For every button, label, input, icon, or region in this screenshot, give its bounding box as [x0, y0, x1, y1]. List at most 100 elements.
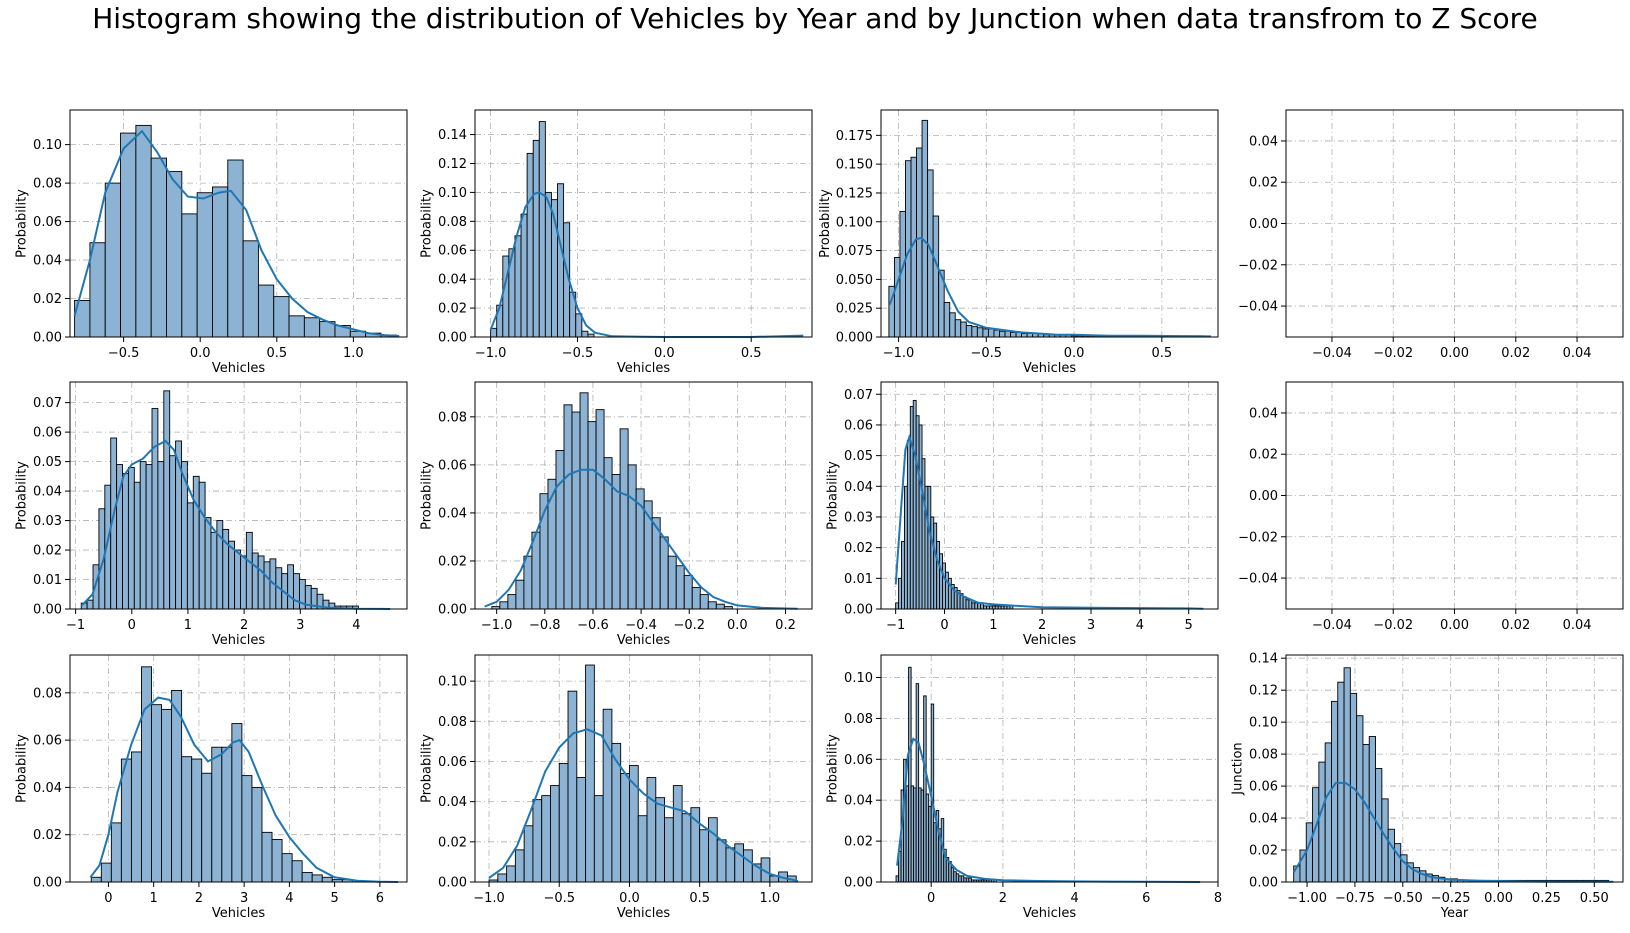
x-tick-label: 2: [999, 891, 1007, 906]
histogram-bar: [960, 321, 967, 338]
x-tick-label: −0.25: [1431, 891, 1471, 906]
x-tick-label: 0.2: [775, 618, 796, 633]
x-axis-label: Vehicles: [212, 633, 265, 648]
histogram-bar: [227, 159, 244, 338]
histogram-bar: [514, 235, 522, 338]
x-tick-label: −0.5: [543, 891, 575, 906]
y-tick-label: 0.02: [1249, 448, 1278, 463]
histogram-bar: [161, 708, 173, 883]
histogram-bar: [602, 708, 613, 883]
histogram-bar: [550, 785, 560, 883]
y-tick-label: 0.03: [33, 514, 62, 529]
histogram-bar: [611, 474, 621, 610]
x-tick-label: −0.5: [108, 346, 140, 361]
histogram-bar: [675, 565, 685, 610]
x-tick-label: 1.0: [760, 891, 781, 906]
y-tick-label: 0.075: [836, 244, 873, 259]
y-tick-label: 0.01: [33, 573, 62, 588]
histogram-bar: [716, 839, 727, 883]
histogram-bar: [538, 121, 546, 338]
subplot-8: −0.04 −0.02 0.00 0.02 0.04 −0.04 −0.02 0.00 0.02…: [1238, 381, 1624, 633]
histogram-bar: [547, 478, 557, 610]
histogram-bar: [273, 296, 290, 338]
histogram-bar: [949, 312, 956, 338]
x-tick-label: −0.5: [971, 346, 1003, 361]
histogram-bar: [186, 502, 194, 610]
histogram-bar: [133, 481, 141, 610]
y-tick-label: 0.00: [33, 603, 62, 618]
histogram-bar: [166, 171, 183, 338]
x-tick-label: 0.00: [1440, 346, 1469, 361]
x-tick-label: −1: [66, 618, 85, 633]
y-tick-label: 0.10: [1249, 716, 1278, 731]
y-axis-label: Probability: [420, 461, 435, 530]
y-tick-label: 0.04: [1249, 134, 1278, 149]
histogram-bar: [303, 317, 321, 338]
histogram-bar: [139, 461, 147, 610]
histogram-bar: [532, 139, 540, 338]
x-tick-label: 2: [240, 618, 248, 633]
histogram-bar: [655, 797, 666, 883]
x-tick-label: −0.02: [1373, 618, 1413, 633]
histogram-bar: [271, 838, 283, 883]
y-tick-label: 0.12: [438, 157, 467, 172]
x-axis-label: Year: [1440, 906, 1469, 921]
x-tick-label: −1.0: [473, 891, 505, 906]
histogram-bar: [646, 777, 657, 883]
y-axis-label: Probability: [818, 189, 833, 258]
y-tick-label: 0.08: [438, 715, 467, 730]
histogram-bar: [120, 132, 137, 338]
x-tick-label: 0.5: [689, 891, 710, 906]
histogram-bar: [965, 325, 973, 338]
histogram-bar: [725, 847, 736, 883]
histogram-bar: [151, 704, 163, 883]
kde-line: [896, 737, 1201, 883]
subplot-6: −1.0 −0.8 −0.6 −0.4 −0.2 0.0 0.2 0.00 0.02 0.04 0.…: [420, 381, 813, 648]
y-tick-label: −0.02: [1238, 258, 1278, 273]
histogram-bar: [664, 817, 674, 883]
histogram-bar: [971, 326, 978, 338]
y-tick-label: 0.10: [33, 138, 62, 153]
histogram-bar: [672, 785, 683, 883]
x-tick-label: 2: [195, 891, 203, 906]
x-tick-label: 0.5: [1151, 346, 1172, 361]
y-tick-label: 0.04: [438, 506, 467, 521]
y-tick-label: 0.04: [844, 480, 873, 495]
histogram-bar: [1362, 744, 1370, 883]
subplot-10: −1.0 −0.5 0.0 0.5 1.0 0.00 0.02 0.04 0.06 0.08 0.1…: [420, 654, 813, 921]
histogram-bar: [163, 390, 171, 610]
histogram-bar: [151, 408, 159, 610]
histogram-bar: [228, 540, 236, 610]
y-tick-label: 0.00: [844, 603, 873, 618]
y-axis-label: Probability: [826, 461, 841, 530]
y-tick-label: 0.050: [836, 273, 873, 288]
histogram-bar: [683, 574, 693, 610]
histogram-bar: [201, 772, 213, 883]
histogram-bar: [120, 758, 132, 883]
histogram-bar: [999, 330, 1006, 338]
histogram-bar: [141, 666, 152, 883]
y-tick-label: 0.00: [33, 876, 62, 891]
histogram-bar: [576, 777, 587, 883]
x-tick-label: −0.4: [625, 618, 657, 633]
histogram-bar: [943, 301, 951, 338]
histogram-bar: [593, 795, 604, 883]
x-tick-label: 4: [352, 618, 360, 633]
histogram-bar: [1343, 667, 1351, 883]
y-tick-label: 0.02: [1249, 844, 1278, 859]
kde-line: [1292, 781, 1614, 883]
y-tick-label: 0.06: [844, 753, 873, 768]
x-tick-label: 0.02: [1501, 618, 1530, 633]
histogram-bar: [555, 450, 565, 610]
x-tick-label: 0.0: [1064, 346, 1085, 361]
x-axis-label: Vehicles: [212, 906, 265, 921]
histogram-bar: [242, 240, 259, 338]
histogram-bar: [288, 315, 305, 338]
y-tick-label: 0.04: [438, 795, 467, 810]
histogram-bar: [231, 723, 243, 883]
histogram-bar: [954, 319, 962, 338]
histogram-bar: [241, 775, 253, 883]
y-tick-label: 0.08: [438, 215, 467, 230]
y-tick-label: 0.08: [438, 410, 467, 425]
